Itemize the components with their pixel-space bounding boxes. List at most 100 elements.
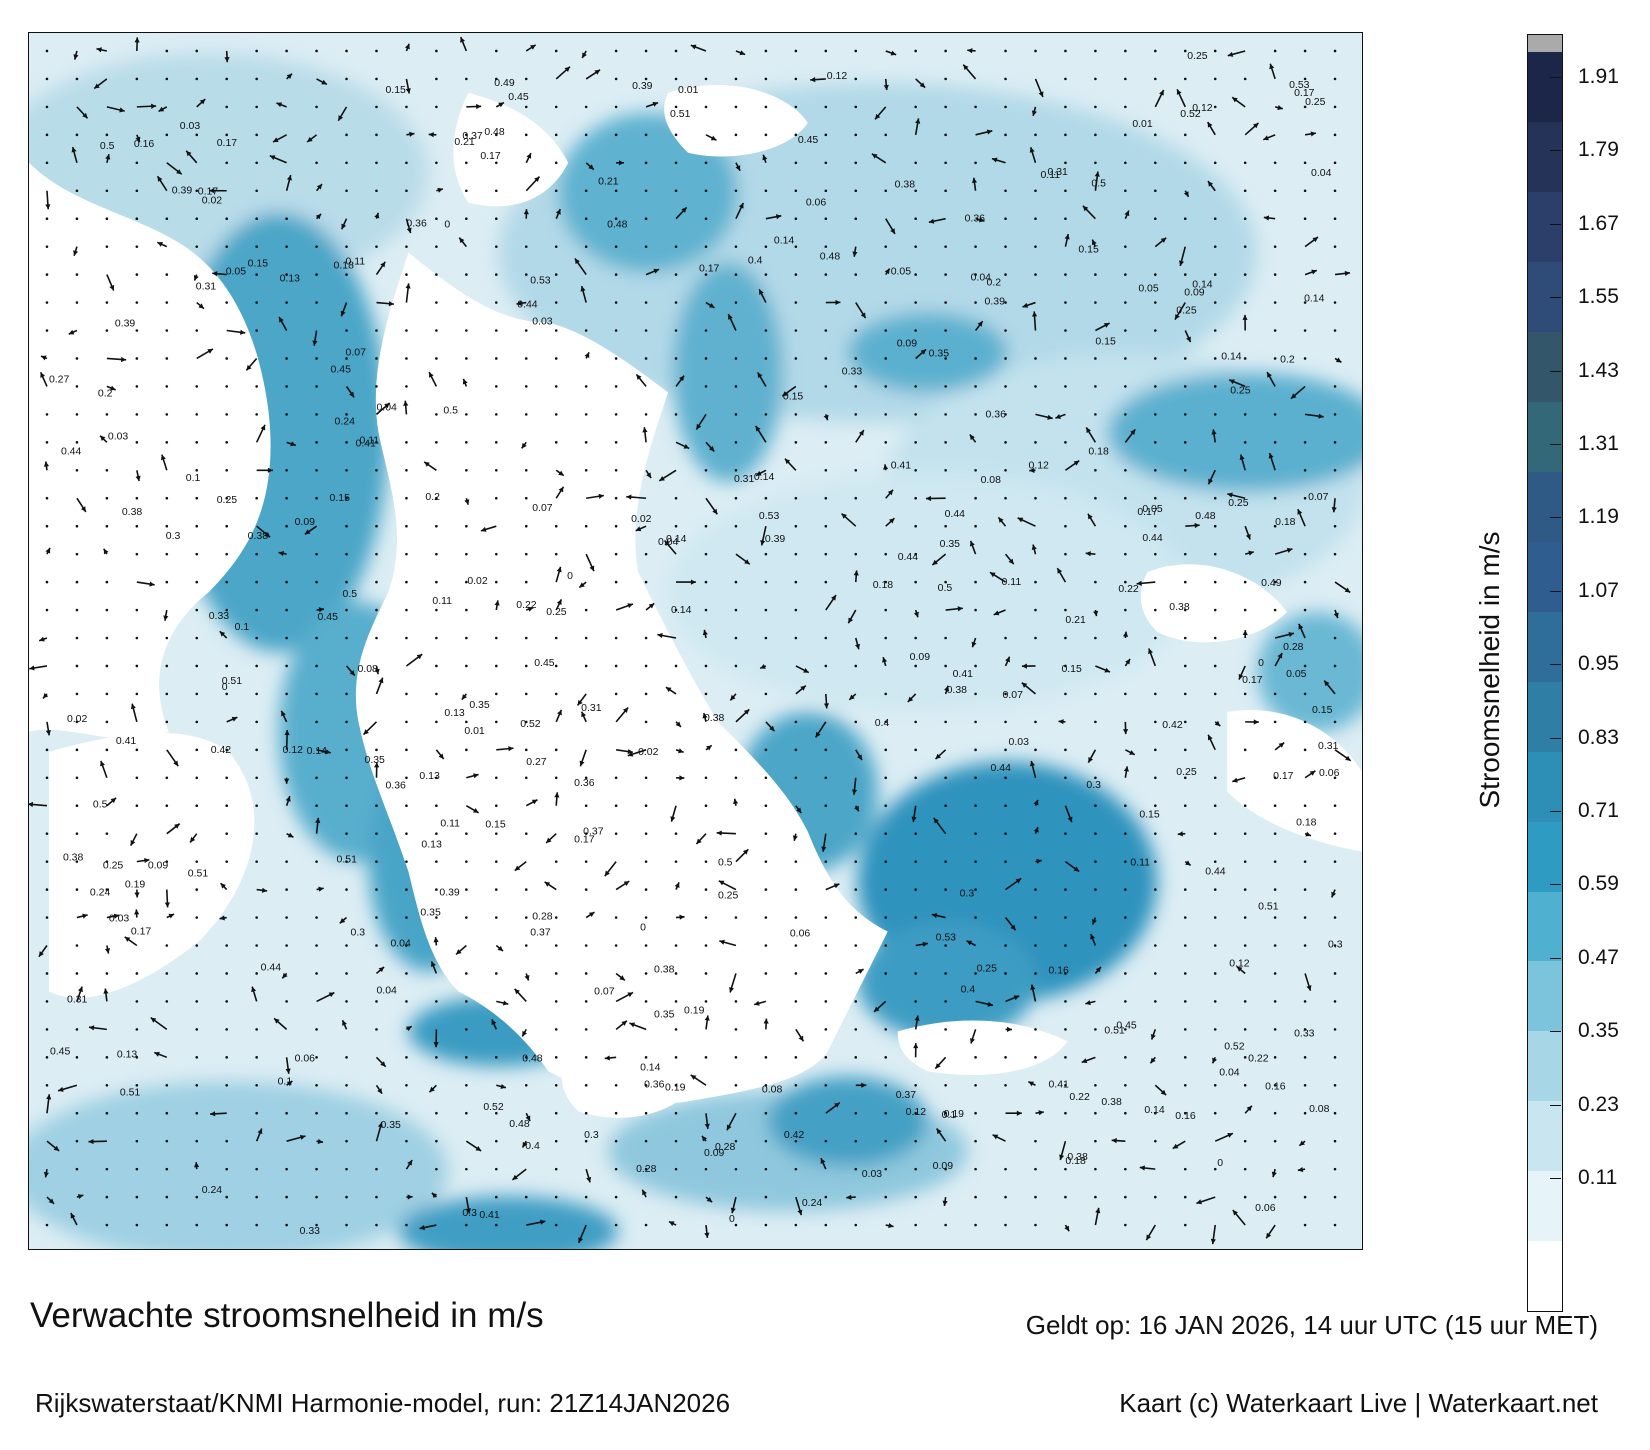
vector-dot	[524, 468, 528, 472]
vector-arrowhead	[1310, 131, 1316, 137]
vector-dot	[435, 1000, 438, 1003]
vector-dot	[165, 273, 169, 276]
vector-dot	[465, 636, 468, 640]
vector-arrowhead	[1263, 215, 1270, 221]
vector-arrowhead	[708, 445, 715, 452]
vector-dot	[1094, 413, 1097, 416]
vector-arrowhead	[1183, 191, 1189, 197]
vector-dot	[375, 1223, 378, 1227]
vector-arrowhead	[407, 1194, 413, 1200]
vector-dot	[734, 385, 738, 388]
vector-dot	[734, 77, 738, 81]
vector-arrowhead	[936, 1128, 942, 1135]
speed-label: 0.19	[665, 1082, 686, 1093]
vector-dot	[854, 77, 858, 81]
vector-dot	[75, 217, 79, 220]
vector-arrowhead	[674, 882, 680, 888]
vector-dot	[75, 860, 79, 863]
vector-arrowhead	[558, 470, 564, 476]
vector-dot	[405, 1056, 408, 1059]
vector-arrowhead	[821, 846, 827, 852]
vector-dot	[195, 552, 199, 556]
colorbar-tick	[1550, 664, 1561, 666]
vector-arrowhead	[29, 665, 35, 671]
vector-dot	[1213, 804, 1217, 808]
vector-dot	[1004, 105, 1007, 109]
vector-dot	[1124, 49, 1127, 53]
vector-dot	[75, 552, 79, 556]
vector-dot	[405, 161, 408, 165]
vector-dot	[644, 189, 648, 193]
vector-arrowhead	[831, 595, 837, 601]
vector-dot	[764, 496, 768, 500]
vector-arrowhead	[1005, 656, 1010, 663]
vector-dot	[285, 916, 288, 919]
vector-dot	[614, 189, 618, 193]
vector-dot	[1094, 1167, 1097, 1171]
speed-label: 0.06	[1319, 768, 1340, 779]
vector-arrowhead	[500, 1083, 506, 1089]
vector-arrowhead	[88, 1025, 95, 1031]
vector-dot	[225, 468, 229, 472]
vector-dot	[614, 496, 618, 500]
vector-dot	[1213, 832, 1217, 835]
vector-dot	[524, 524, 528, 528]
current-vectors	[29, 36, 1352, 1245]
vector-arrowhead	[437, 187, 443, 193]
vector-dot	[1154, 413, 1157, 416]
vector-arrowhead	[1344, 587, 1351, 593]
vector-dot	[1064, 105, 1067, 109]
vector-arrowhead	[103, 548, 109, 555]
vector-dot	[405, 832, 408, 835]
speed-label: 0.3	[960, 889, 975, 900]
vector-arrowhead	[286, 1081, 293, 1087]
vector-dot	[1064, 552, 1067, 556]
vector-dot	[1183, 1223, 1187, 1227]
vector-dot	[824, 580, 828, 584]
speed-label: 0.06	[1255, 1203, 1276, 1214]
vector-dot	[225, 804, 229, 808]
vector-arrowhead	[810, 77, 816, 83]
vector-dot	[584, 1139, 588, 1143]
vector-dot	[614, 692, 618, 696]
vector-dot	[914, 161, 917, 165]
vector-dot	[405, 860, 408, 863]
vector-dot	[255, 832, 258, 835]
vector-dot	[255, 1028, 258, 1031]
vector-dot	[1064, 301, 1067, 304]
vector-dot	[764, 1139, 768, 1143]
vector-arrowhead	[88, 1138, 94, 1145]
vector-dot	[1154, 832, 1157, 835]
vector-arrowhead	[1064, 1225, 1070, 1232]
vector-arrowhead	[931, 913, 938, 919]
vector-arrowhead	[581, 711, 587, 718]
vector-arrowhead	[157, 176, 163, 182]
speed-label: 0.05	[1142, 504, 1163, 515]
vector-dot	[1124, 804, 1127, 808]
vector-dot	[1213, 608, 1217, 612]
vector-dot	[135, 245, 139, 248]
vector-arrowhead	[911, 816, 917, 822]
vector-dot	[1124, 1083, 1127, 1087]
vector-arrowhead	[744, 559, 750, 565]
vector-dot	[105, 1056, 109, 1059]
vector-arrowhead	[534, 176, 540, 183]
vector-dot	[1333, 972, 1337, 975]
vector-arrowhead	[48, 1198, 55, 1204]
vector-dot	[1273, 692, 1277, 696]
vector-arrowhead	[285, 796, 291, 802]
speed-label: 0.15	[1078, 245, 1099, 256]
vector-dot	[105, 301, 109, 304]
vector-dot	[165, 441, 169, 444]
vector-arrowhead	[1093, 610, 1099, 617]
vector-dot	[105, 636, 109, 640]
vector-arrowhead	[775, 214, 782, 220]
vector-dot	[884, 580, 888, 584]
vector-dot	[495, 1223, 498, 1227]
vector-dot	[644, 804, 648, 808]
vector-dot	[914, 1083, 917, 1087]
vector-dot	[794, 49, 798, 53]
vector-dot	[375, 1195, 378, 1199]
vector-dot	[794, 301, 798, 304]
vector-dot	[554, 916, 558, 919]
